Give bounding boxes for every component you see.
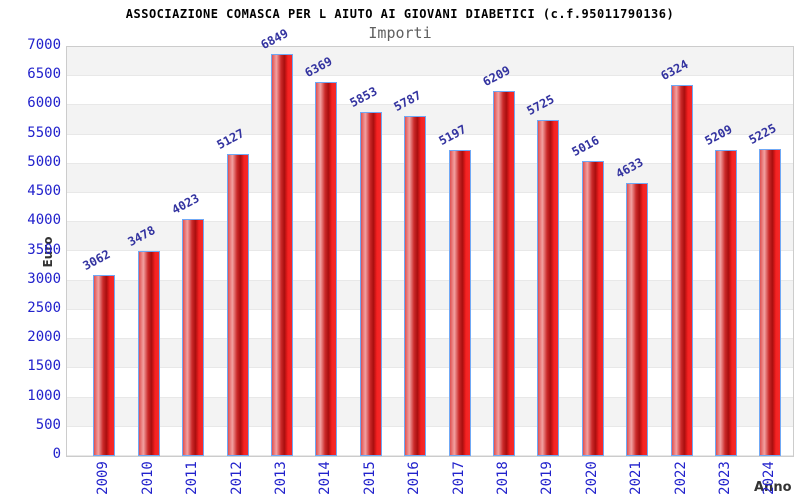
bar-2019 — [537, 119, 560, 456]
bar-2018 — [492, 91, 515, 456]
y-tick-2000: 2000 — [27, 329, 61, 346]
bar-2009 — [93, 275, 116, 456]
x-tick-2012: 2012 — [228, 461, 245, 495]
bar-2014 — [315, 81, 338, 456]
bar-2023 — [714, 149, 737, 456]
x-tick-2020: 2020 — [583, 461, 600, 495]
bar-2016 — [404, 115, 427, 456]
x-tick-2024: 2024 — [761, 461, 778, 495]
y-tick-2500: 2500 — [27, 299, 61, 316]
bar-2010 — [137, 250, 160, 456]
x-tick-2015: 2015 — [361, 461, 378, 495]
bar-2020 — [581, 160, 604, 456]
bar-2012 — [226, 154, 249, 456]
y-tick-7000: 7000 — [27, 37, 61, 53]
y-tick-1500: 1500 — [27, 358, 61, 375]
chart-title: ASSOCIAZIONE COMASCA PER L AIUTO AI GIOV… — [125, 7, 675, 21]
x-tick-2018: 2018 — [494, 461, 511, 495]
chart-subtitle: Importi — [368, 24, 432, 42]
y-tick-500: 500 — [35, 416, 61, 433]
y-tick-3000: 3000 — [27, 270, 61, 287]
x-tick-2023: 2023 — [716, 461, 733, 495]
y-tick-0: 0 — [52, 446, 61, 462]
bar-2024 — [759, 148, 782, 456]
x-axis-title: Anno — [754, 480, 792, 495]
bar-2021 — [626, 183, 649, 456]
x-tick-2014: 2014 — [317, 461, 334, 495]
bar-2013 — [270, 53, 293, 456]
x-tick-2017: 2017 — [450, 461, 467, 495]
y-tick-4000: 4000 — [27, 212, 61, 229]
y-tick-6000: 6000 — [27, 95, 61, 112]
y-tick-5000: 5000 — [27, 153, 61, 170]
y-tick-5500: 5500 — [27, 124, 61, 141]
x-tick-2016: 2016 — [406, 461, 423, 495]
bar-2017 — [448, 150, 471, 456]
grid-band — [67, 47, 793, 77]
x-tick-2011: 2011 — [184, 461, 201, 495]
y-tick-4500: 4500 — [27, 183, 61, 200]
bar-2015 — [359, 112, 382, 456]
x-tick-2019: 2019 — [539, 461, 556, 495]
y-tick-6500: 6500 — [27, 66, 61, 83]
x-tick-2022: 2022 — [672, 461, 689, 495]
plot-area: 3062 3478 4023 5127 6849 6369 5853 5787 5197 6209… — [66, 26, 794, 457]
x-tick-2010: 2010 — [139, 461, 156, 495]
y-tick-1000: 1000 — [27, 387, 61, 404]
x-tick-2021: 2021 — [628, 461, 645, 495]
x-tick-2013: 2013 — [272, 461, 289, 495]
bar-2022 — [670, 84, 693, 456]
y-tick-3500: 3500 — [27, 241, 61, 258]
x-tick-2009: 2009 — [95, 461, 112, 495]
bar-2011 — [182, 218, 205, 456]
